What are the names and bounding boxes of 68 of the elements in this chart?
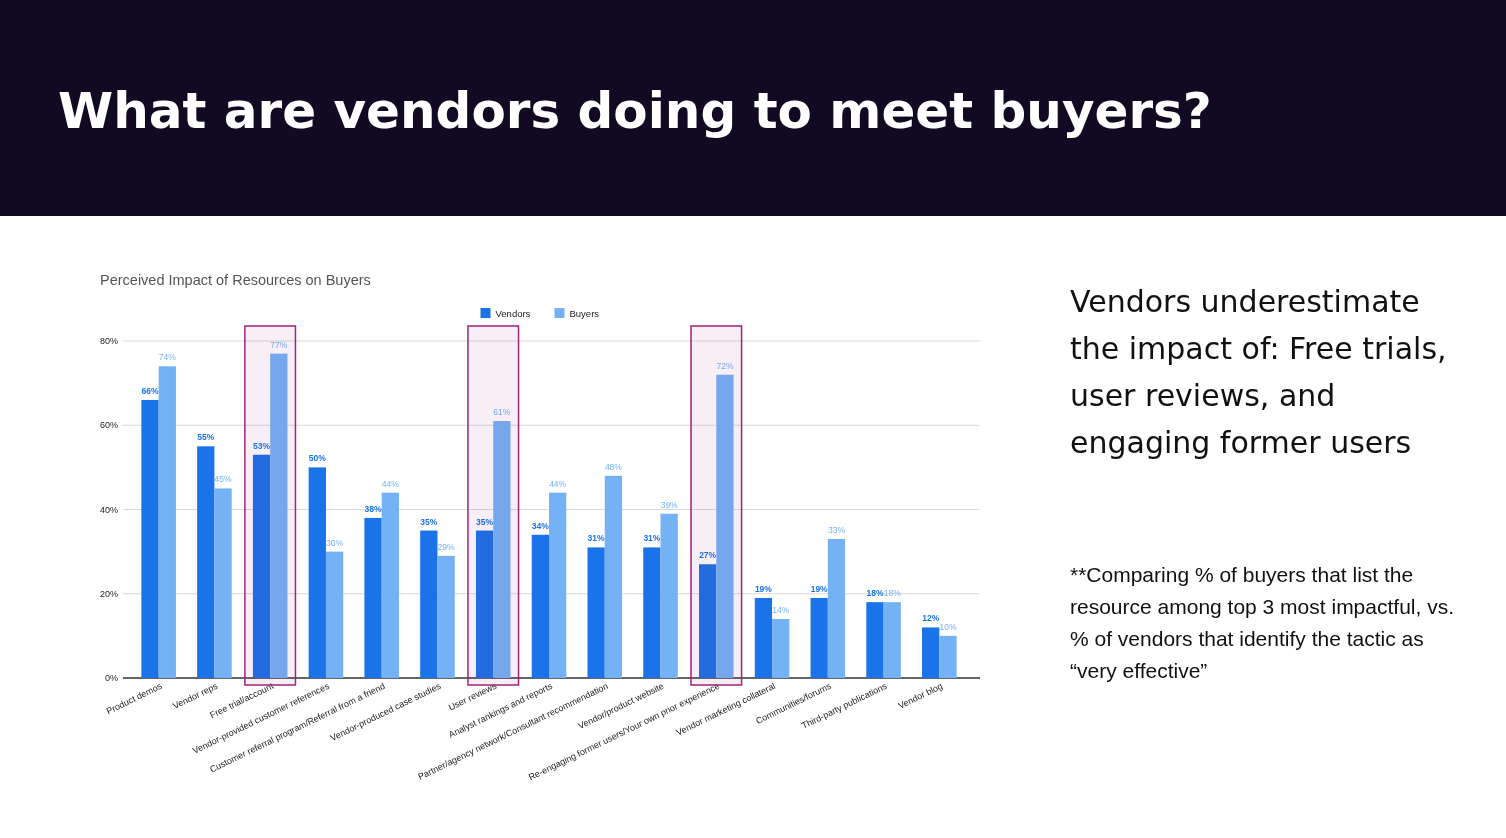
bar xyxy=(772,619,790,678)
data-label: 50% xyxy=(308,453,327,464)
data-label: 12% xyxy=(922,613,940,624)
data-label: 39% xyxy=(660,499,679,510)
bar xyxy=(308,467,326,678)
bar xyxy=(866,602,884,678)
data-label: 44% xyxy=(549,478,567,489)
y-tick-label: 40% xyxy=(99,504,118,515)
bar xyxy=(643,547,661,678)
data-label: 55% xyxy=(197,432,215,443)
data-label: 27% xyxy=(699,550,717,561)
bar xyxy=(141,399,159,678)
bar xyxy=(827,538,846,678)
bar xyxy=(549,492,567,678)
data-label: 53% xyxy=(253,440,271,451)
bar xyxy=(531,534,549,678)
bar xyxy=(364,517,382,678)
y-tick-label: 20% xyxy=(99,588,118,599)
bar xyxy=(437,555,455,678)
y-tick-label: 60% xyxy=(99,420,118,431)
bar xyxy=(810,597,828,678)
data-label: 18% xyxy=(883,588,902,599)
bar xyxy=(922,627,940,678)
data-label: 38% xyxy=(364,503,383,514)
data-label: 29% xyxy=(437,541,456,552)
legend-label: Vendors xyxy=(495,308,531,319)
bar xyxy=(475,530,494,678)
bar xyxy=(158,366,176,678)
bar xyxy=(197,446,215,678)
bar xyxy=(381,492,399,678)
text: Vendors underestimate the impact of: Free trials, user reviews, and engaging former users xyxy=(1070,284,1447,460)
data-label: 66% xyxy=(141,385,159,396)
data-label: 14% xyxy=(772,605,790,616)
chart-title: What are vendors doing to meet buyers? xyxy=(58,82,1212,140)
data-label: 48% xyxy=(604,461,623,472)
data-label: 30% xyxy=(326,537,344,548)
data-label: 19% xyxy=(810,583,829,594)
bar xyxy=(214,488,232,678)
data-label: 19% xyxy=(754,583,773,594)
data-label: 33% xyxy=(827,524,846,535)
data-label: 74% xyxy=(158,352,177,363)
chart-subtitle: Perceived Impact of Resources on Buyers xyxy=(100,272,371,288)
bar xyxy=(420,530,438,678)
data-label: 44% xyxy=(381,478,400,489)
data-label: 35% xyxy=(420,516,438,527)
data-label: 10% xyxy=(939,621,957,632)
data-label: 31% xyxy=(643,533,661,544)
y-tick-label: 80% xyxy=(99,336,118,346)
bar xyxy=(587,547,605,678)
data-label: 77% xyxy=(270,339,288,350)
bar xyxy=(754,597,773,678)
data-label: 31% xyxy=(587,533,606,544)
legend-label: Buyers xyxy=(569,308,600,319)
data-label: 61% xyxy=(493,407,511,418)
bar xyxy=(939,635,957,678)
bar xyxy=(325,551,344,678)
bar xyxy=(699,564,717,678)
text: **Comparing % of buyers that list the resource among top 3 most impactful, vs. % of vendors that identify the tactic as “very effective” xyxy=(1070,563,1454,682)
bar xyxy=(660,513,678,678)
data-label: 72% xyxy=(716,360,734,371)
bar xyxy=(493,421,511,678)
data-label: 34% xyxy=(531,520,550,531)
data-label: 35% xyxy=(476,516,494,527)
data-label: 18% xyxy=(866,588,884,599)
bar xyxy=(252,454,271,678)
bar xyxy=(604,475,623,678)
bar xyxy=(883,602,901,678)
y-tick-label: 0% xyxy=(104,673,118,683)
